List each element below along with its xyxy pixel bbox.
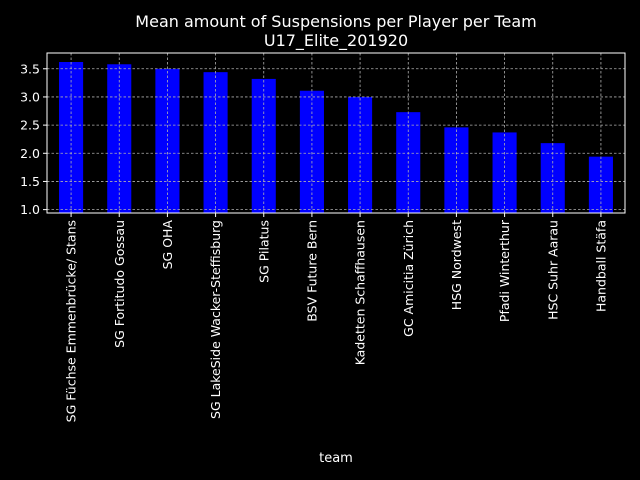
- grid-lines: [47, 53, 625, 213]
- y-tick-label: 3.0: [20, 89, 40, 104]
- x-tick-label: Handball Stäfa: [593, 220, 608, 312]
- bar: [492, 132, 517, 213]
- y-axis-ticks: 1.0 1.5 2.0 2.5 3.0 3.5: [20, 61, 47, 217]
- bar: [251, 78, 276, 213]
- x-tick-label: GC Amicitia Zürich: [401, 220, 416, 337]
- y-tick-label: 1.0: [20, 202, 40, 217]
- bar: [348, 96, 373, 213]
- chart-subtitle: U17_Elite_201920: [264, 31, 408, 51]
- bar: [203, 72, 228, 213]
- x-tick-label: SG Fortitudo Gossau: [112, 220, 127, 348]
- chart-title: Mean amount of Suspensions per Player pe…: [135, 12, 536, 31]
- x-tick-label: Kadetten Schaffhausen: [353, 220, 368, 365]
- x-axis-ticks: SG Füchse Emmenbrücke/ Stans SG Fortitudo…: [64, 213, 608, 422]
- y-tick-label: 2.5: [20, 118, 40, 133]
- y-tick-label: 3.5: [20, 61, 40, 76]
- bar: [59, 62, 84, 213]
- x-tick-label: Pfadi Winterthur: [497, 219, 512, 322]
- plot-frame: [46, 52, 626, 214]
- y-tick-label: 2.0: [20, 146, 40, 161]
- x-tick-label: SG Füchse Emmenbrücke/ Stans: [64, 220, 79, 422]
- bar: [540, 143, 565, 213]
- x-tick-label: BSV Future Bern: [304, 220, 319, 322]
- x-tick-label: SG OHA: [160, 220, 175, 270]
- x-tick-label: HSG Nordwest: [449, 220, 464, 310]
- x-tick-label: SG Pilatus: [256, 220, 271, 283]
- x-axis-label: team: [319, 451, 353, 466]
- x-tick-label: HSC Suhr Aarau: [545, 220, 560, 320]
- x-tick-label: SG LakeSide Wacker-Steffisburg: [208, 220, 223, 419]
- y-tick-label: 1.5: [20, 174, 40, 189]
